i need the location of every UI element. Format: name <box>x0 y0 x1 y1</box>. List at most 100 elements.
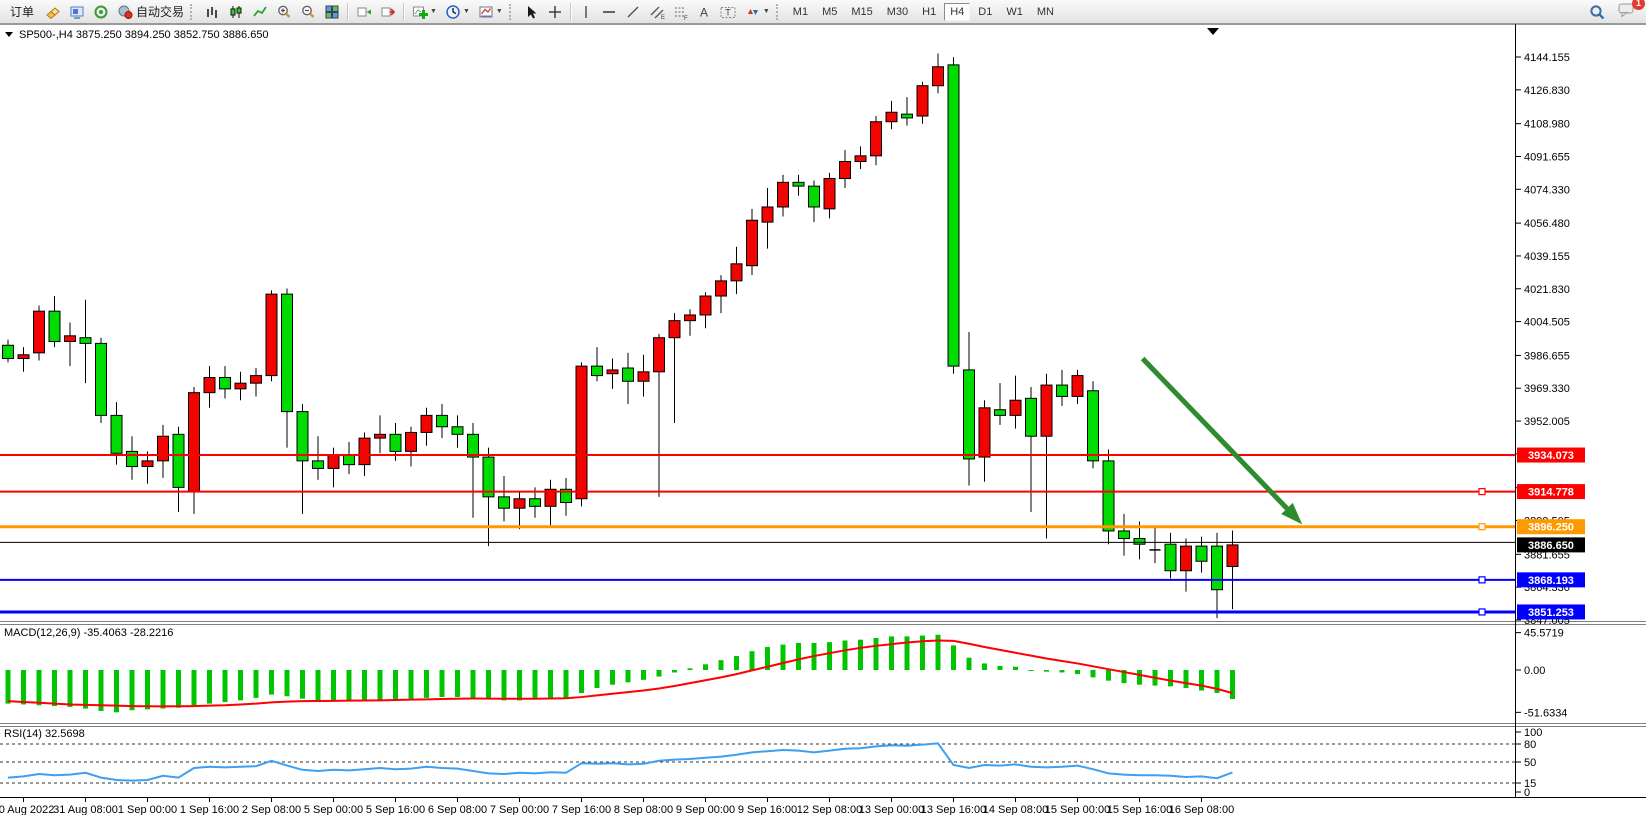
svg-text:1 Sep 00:00: 1 Sep 00:00 <box>118 804 177 815</box>
trendline-icon[interactable] <box>622 2 644 22</box>
timeframe-H4[interactable]: H4 <box>944 2 971 21</box>
symbol-ohlc-line: SP500-,H4 3875.250 3894.250 3852.750 388… <box>19 29 269 41</box>
chart-shift-marker[interactable] <box>1207 28 1219 35</box>
rsi-indicator <box>0 742 1515 784</box>
svg-text:4021.830: 4021.830 <box>1524 284 1570 296</box>
svg-text:F: F <box>684 16 688 20</box>
search-icon[interactable] <box>1585 2 1609 22</box>
candlestick-chart-icon[interactable] <box>225 2 247 22</box>
auto-scroll-icon[interactable] <box>353 2 375 22</box>
line-chart-icon[interactable] <box>249 2 271 22</box>
svg-text:7 Sep 00:00: 7 Sep 00:00 <box>490 804 549 815</box>
timeframe-M15[interactable]: M15 <box>851 5 873 18</box>
svg-text:3952.005: 3952.005 <box>1524 416 1570 428</box>
line-handle[interactable] <box>1478 576 1486 584</box>
macd-indicator <box>5 634 1235 713</box>
toolbar-separator <box>347 2 350 21</box>
periods-clock-button[interactable]: ▼ <box>442 2 473 22</box>
toolbar-grip <box>508 3 515 20</box>
new-order-button[interactable]: 订单 <box>10 5 35 19</box>
vertical-line-icon[interactable] <box>576 2 596 22</box>
svg-text:14 Sep 08:00: 14 Sep 08:00 <box>983 804 1048 815</box>
timeframe-M5[interactable]: M5 <box>822 5 838 18</box>
svg-text:15 Sep 16:00: 15 Sep 16:00 <box>1107 804 1172 815</box>
autotrading-button[interactable]: 自动交易 <box>114 2 187 22</box>
line-handle[interactable] <box>1478 523 1486 531</box>
svg-text:3896.250: 3896.250 <box>1528 522 1574 534</box>
terminal-icon[interactable] <box>66 2 88 22</box>
macd-label: MACD(12,26,9) -35.4063 -28.2216 <box>4 627 173 639</box>
zoom-out-icon[interactable] <box>297 2 319 22</box>
svg-text:30 Aug 2022: 30 Aug 2022 <box>0 804 54 815</box>
svg-text:5 Sep 16:00: 5 Sep 16:00 <box>366 804 425 815</box>
svg-text:4074.330: 4074.330 <box>1524 184 1570 196</box>
timeframe-D1[interactable]: D1 <box>978 5 993 18</box>
chart-shift-icon[interactable] <box>377 2 399 22</box>
svg-text:A: A <box>700 5 708 19</box>
svg-text:3868.193: 3868.193 <box>1528 575 1574 587</box>
timeframe-MN[interactable]: MN <box>1036 5 1054 18</box>
timeframe-W1[interactable]: W1 <box>1006 5 1023 18</box>
horizontal-lines[interactable] <box>0 454 1515 614</box>
svg-text:3914.778: 3914.778 <box>1528 487 1574 499</box>
svg-text:3851.253: 3851.253 <box>1528 607 1574 619</box>
rsi-label: RSI(14) 32.5698 <box>4 728 85 740</box>
price-axis[interactable]: 4144.155 4126.830 4108.980 4091.655 4074.330… <box>1516 52 1585 799</box>
chat-button[interactable]: 1 <box>1618 0 1645 24</box>
svg-text:1 Sep 16:00: 1 Sep 16:00 <box>180 804 239 815</box>
toolbar-separator <box>403 2 406 21</box>
svg-text:12 Sep 08:00: 12 Sep 08:00 <box>797 804 862 815</box>
text-icon[interactable]: A <box>694 2 714 22</box>
chart-area[interactable]: 4144.155 4126.830 4108.980 4091.655 4074.330… <box>0 24 1646 815</box>
svg-text:13 Sep 00:00: 13 Sep 00:00 <box>859 804 924 815</box>
bar-chart-icon[interactable] <box>201 2 223 22</box>
timeframe-M30[interactable]: M30 <box>886 5 909 18</box>
arrows-shapes-button[interactable]: ▼ <box>742 2 773 22</box>
market-gold-icon[interactable] <box>42 2 64 22</box>
cursor-icon[interactable] <box>520 2 542 22</box>
toolbar-grip <box>190 3 196 20</box>
candles-series <box>2 53 1239 619</box>
svg-text:5 Sep 00:00: 5 Sep 00:00 <box>304 804 363 815</box>
equidistant-channel-icon[interactable]: E <box>646 2 668 22</box>
chat-badge: 1 <box>1632 0 1645 10</box>
svg-text:4144.155: 4144.155 <box>1524 52 1570 64</box>
fibonacci-icon[interactable]: F <box>670 2 692 22</box>
toolbar-separator <box>569 2 572 21</box>
svg-text:2 Sep 08:00: 2 Sep 08:00 <box>242 804 301 815</box>
tile-windows-icon[interactable] <box>321 2 343 22</box>
line-handle[interactable] <box>1478 608 1486 616</box>
signals-icon[interactable] <box>90 2 112 22</box>
svg-text:80: 80 <box>1524 739 1536 751</box>
svg-text:E: E <box>661 15 665 20</box>
timeframe-M1[interactable]: M1 <box>792 5 809 18</box>
templates-button[interactable]: ▼ <box>475 2 506 22</box>
svg-text:15: 15 <box>1524 778 1536 790</box>
zoom-in-icon[interactable] <box>273 2 295 22</box>
svg-text:T: T <box>725 7 731 17</box>
autotrading-icon <box>118 5 133 19</box>
indicators-button[interactable]: ▼ <box>409 2 440 22</box>
svg-text:0: 0 <box>1524 787 1530 799</box>
line-handle[interactable] <box>1478 487 1486 496</box>
text-label-icon[interactable]: T <box>716 2 740 22</box>
down-arrow-annotation[interactable] <box>1140 356 1303 525</box>
horizontal-line-icon[interactable] <box>598 2 620 22</box>
svg-text:15 Sep 00:00: 15 Sep 00:00 <box>1045 804 1110 815</box>
svg-text:45.5719: 45.5719 <box>1524 628 1564 640</box>
svg-text:8 Sep 08:00: 8 Sep 08:00 <box>614 804 673 815</box>
main-toolbar: 订单 自动交易 ▼ ▼ ▼ E F A T ▼ M1 M5 M15 M30 H1 H4 D1… <box>0 0 1646 24</box>
svg-text:4126.830: 4126.830 <box>1524 85 1570 97</box>
svg-text:4108.980: 4108.980 <box>1524 119 1570 131</box>
svg-text:-51.6334: -51.6334 <box>1524 707 1567 719</box>
svg-text:31 Aug 08:00: 31 Aug 08:00 <box>53 804 118 815</box>
svg-text:0.00: 0.00 <box>1524 665 1545 677</box>
svg-text:6 Sep 08:00: 6 Sep 08:00 <box>428 804 487 815</box>
svg-text:3886.650: 3886.650 <box>1528 540 1574 552</box>
svg-text:4056.480: 4056.480 <box>1524 218 1570 230</box>
svg-text:3934.073: 3934.073 <box>1528 450 1574 462</box>
crosshair-icon[interactable] <box>544 2 566 22</box>
indicators-collapse-icon[interactable] <box>5 32 13 37</box>
timeframe-H1[interactable]: H1 <box>922 5 937 18</box>
